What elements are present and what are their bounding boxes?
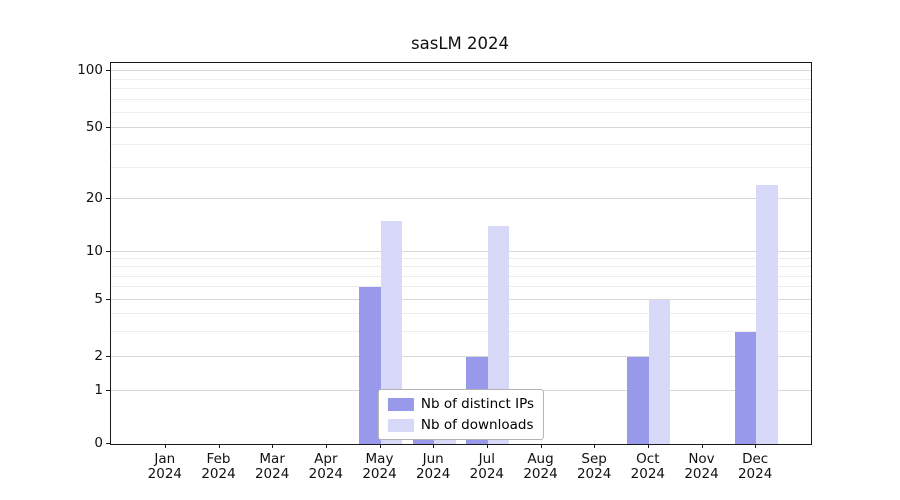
gridline-8 [111,266,811,268]
y-tick-label-5: 5 [94,290,103,307]
gridline-90 [111,78,811,80]
legend-item-downloads: Nb of downloads [387,417,534,433]
x-tick-mark [486,444,488,448]
x-axis: Jan 2024 Feb 2024 Mar 2024 Apr 2024 May 2024 Jun 20… [110,444,810,494]
gridline-30 [111,166,811,168]
bar-oct-downloads [648,299,671,444]
x-tick-label-sep: Sep 2024 [576,451,612,482]
x-tick-label-mar: Mar 2024 [254,451,290,482]
gridline-50 [111,127,811,129]
legend-swatch-distinct-ips [387,397,414,411]
x-tick-label-jan: Jan 2024 [147,451,182,482]
x-tick-mark [218,444,220,448]
bar-dec-downloads [756,184,778,444]
y-tick-label-50: 50 [85,119,103,136]
y-tick-mark [106,198,110,200]
gridline-100 [111,70,811,72]
x-tick-mark [325,444,327,448]
legend: Nb of distinct IPs Nb of downloads [377,389,545,440]
chart-title: sasLM 2024 [411,34,509,53]
x-tick-mark [433,444,435,448]
x-tick-mark [594,444,596,448]
legend-item-distinct-ips: Nb of distinct IPs [387,396,535,412]
y-tick-mark [106,298,110,300]
gridline-70 [111,99,811,101]
x-tick-label-apr: Apr 2024 [308,451,343,482]
bar-oct-distinct-ips [627,357,649,444]
x-tick-mark [164,444,166,448]
x-tick-label-jul: Jul 2024 [469,451,504,482]
gridline-20 [111,198,811,200]
y-axis: 0 1 2 5 10 20 50 100 [0,62,110,450]
x-tick-label-dec: Dec 2024 [737,451,773,482]
y-tick-label-1: 1 [94,382,103,399]
bar-dec-distinct-ips [734,331,757,444]
gridline-10 [111,250,811,252]
x-tick-label-jun: Jun 2024 [415,451,451,482]
y-tick-mark [106,70,110,71]
x-tick-label-nov: Nov 2024 [684,451,719,482]
y-tick-label-10: 10 [85,242,103,259]
x-tick-label-oct: Oct 2024 [630,451,665,482]
x-tick-mark [755,444,757,448]
y-tick-label-0: 0 [94,435,103,451]
bar-may-distinct-ips [359,287,381,444]
x-tick-mark [701,444,703,448]
y-tick-mark [106,390,110,392]
x-tick-mark [647,444,649,448]
gridline-40 [111,144,811,146]
y-tick-mark [106,443,110,444]
x-tick-mark [379,444,381,448]
gridline-7 [111,275,811,277]
plot-area: Nb of distinct IPs Nb of downloads [110,62,812,445]
y-tick-mark [106,356,110,358]
y-tick-label-20: 20 [85,190,103,207]
gridline-9 [111,258,811,260]
x-tick-label-may: May 2024 [362,451,397,482]
gridline-3 [111,330,811,332]
x-tick-mark [540,444,542,448]
gridline-60 [111,112,811,114]
gridline-80 [111,88,811,90]
legend-label-downloads: Nb of downloads [420,417,534,433]
y-tick-mark [106,127,110,129]
bar-may-downloads [380,221,402,444]
gridline-5 [111,298,811,300]
gridline-2 [111,356,811,358]
x-tick-label-feb: Feb 2024 [201,451,236,482]
y-tick-mark [106,250,110,252]
gridline-6 [111,286,811,288]
x-tick-label-aug: Aug 2024 [523,451,558,482]
legend-label-distinct-ips: Nb of distinct IPs [420,396,535,412]
y-tick-label-2: 2 [94,348,103,365]
x-tick-mark [272,444,274,448]
y-tick-label-100: 100 [77,62,103,78]
legend-swatch-downloads [387,418,414,432]
gridline-4 [111,312,811,314]
